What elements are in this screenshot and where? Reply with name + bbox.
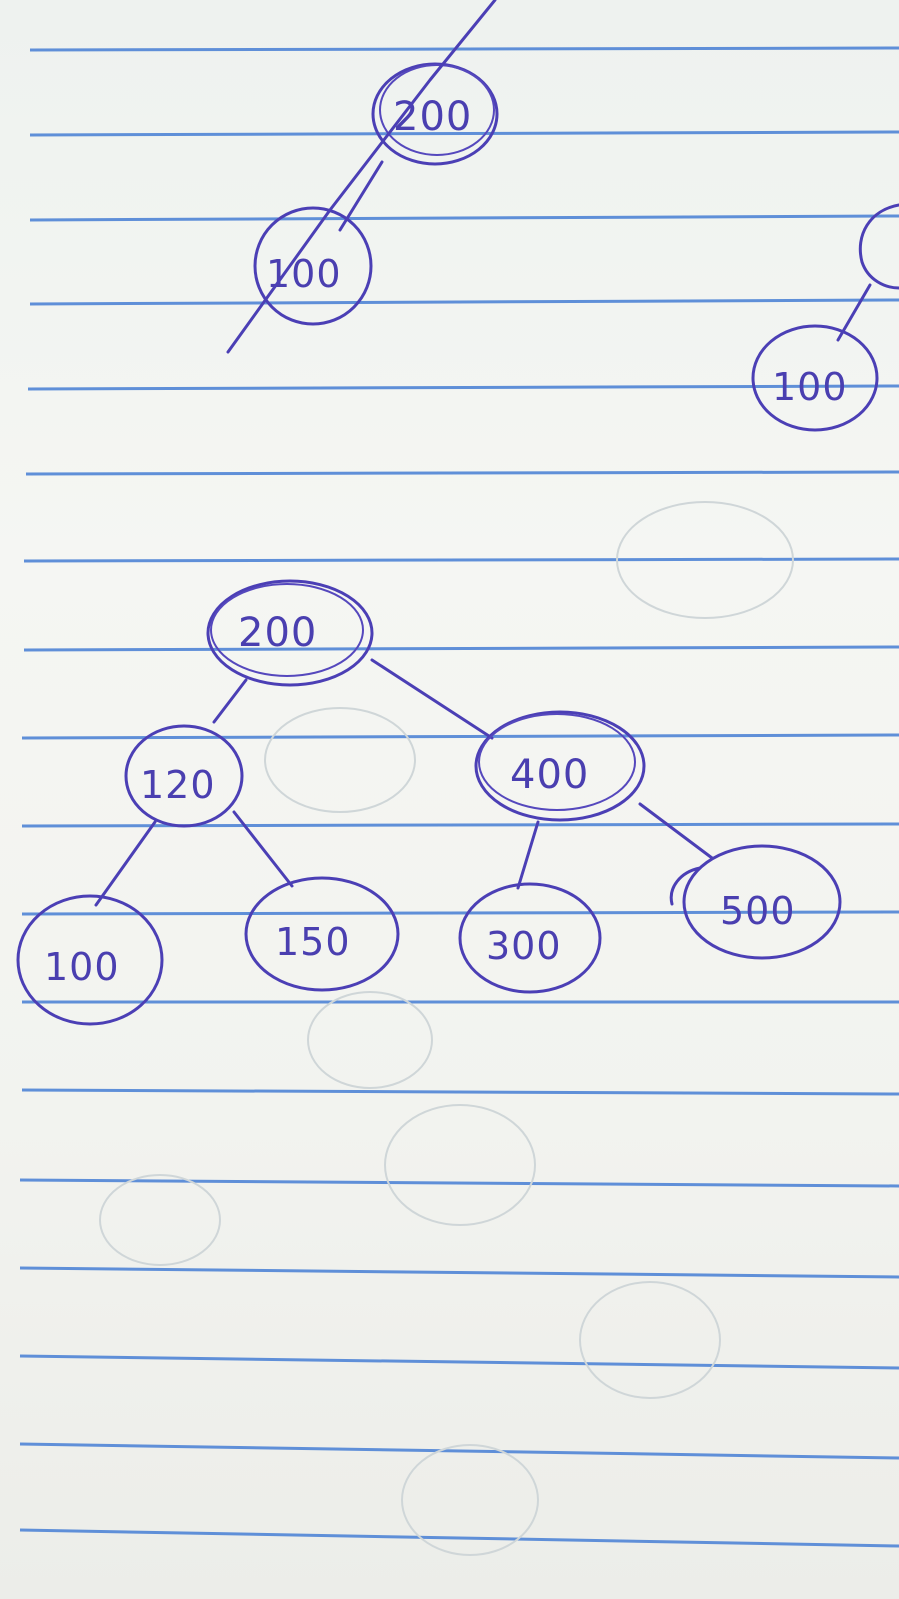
node-500-label: 500 (720, 889, 796, 933)
node-150-label: 150 (275, 920, 351, 964)
edge-root-right (370, 658, 494, 740)
top-sketch: 200 100 100 (226, 0, 899, 432)
partial-right-node (751, 324, 879, 432)
node-200-label: 200 (238, 610, 317, 656)
node-400 (474, 710, 646, 822)
node-300 (458, 882, 602, 994)
edge-400-300 (516, 820, 540, 890)
partial-right-label: 100 (772, 365, 848, 409)
node-400-label: 400 (510, 752, 589, 798)
node-100-label: 100 (44, 945, 120, 989)
node-150 (244, 876, 400, 992)
strike-through-line (226, 0, 497, 354)
node-200 (206, 579, 374, 687)
edge-120-100 (94, 820, 157, 907)
node-500 (682, 844, 842, 960)
show-through-marks (99, 501, 794, 1556)
node-120 (124, 724, 244, 828)
top-left-label: 100 (266, 252, 342, 296)
binary-tree: 200 120 400 100 150 300 500 (16, 579, 842, 1026)
edge-root-left (212, 678, 248, 724)
edge-400-500 (638, 802, 714, 860)
node-300-label: 300 (486, 924, 562, 968)
partial-node-edge (858, 203, 899, 290)
node-120-label: 120 (140, 763, 216, 807)
edge-120-150 (232, 810, 294, 888)
node-100 (16, 894, 164, 1026)
ruled-lines (19, 46, 899, 1548)
top-root-node (371, 62, 499, 166)
top-root-label: 200 (393, 94, 472, 140)
top-left-node (253, 206, 373, 326)
